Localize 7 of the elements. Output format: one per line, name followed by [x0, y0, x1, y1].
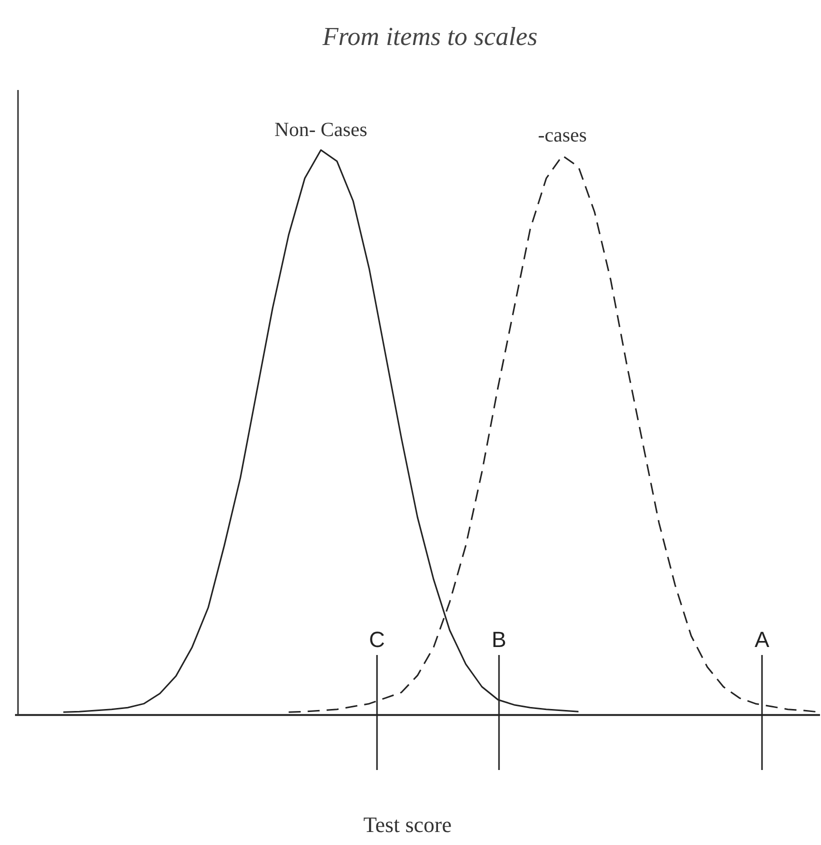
chart-title: From items to scales	[322, 22, 538, 51]
series-label: -cases	[538, 124, 588, 147]
annotation: A	[754, 627, 770, 652]
series-label: Non- Cases	[274, 119, 368, 141]
x-axis-title: Test score	[363, 812, 452, 837]
annotation: C	[369, 627, 386, 652]
annotation: B	[492, 627, 506, 652]
